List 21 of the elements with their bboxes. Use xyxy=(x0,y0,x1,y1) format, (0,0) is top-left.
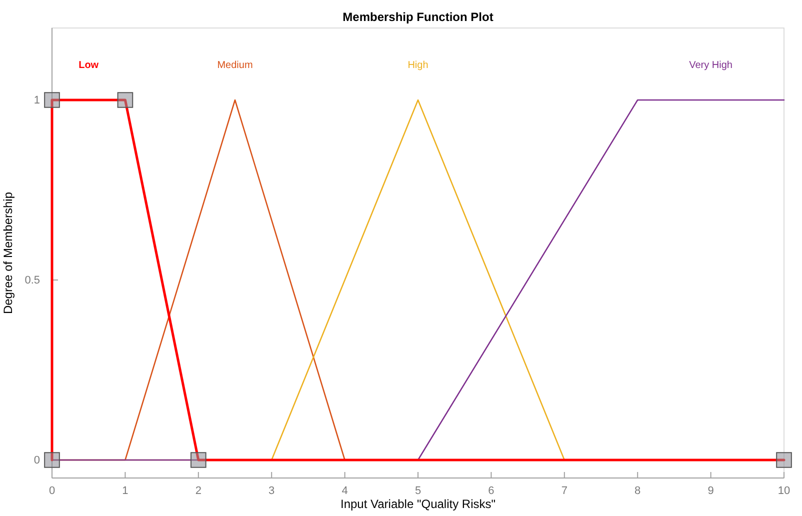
x-tick-label: 2 xyxy=(195,484,202,497)
text: Low xyxy=(78,60,99,71)
y-tick-label: 0 xyxy=(34,454,40,467)
y-tick-label: 0.5 xyxy=(24,274,40,287)
x-tick-label: 7 xyxy=(561,484,568,497)
x-tick-label: 3 xyxy=(268,484,275,497)
x-tick-label: 5 xyxy=(414,484,422,497)
text: High xyxy=(408,60,428,71)
text: Very High xyxy=(689,60,732,71)
text: Medium xyxy=(217,60,253,71)
x-tick-label: 10 xyxy=(778,484,790,497)
y-tick-label: 1 xyxy=(34,94,40,107)
x-tick-label: 9 xyxy=(708,484,714,497)
x-tick-label: 6 xyxy=(488,484,494,497)
x-tick-label: 4 xyxy=(342,484,348,497)
x-axis-title: Input Variable "Quality Risks" xyxy=(340,497,496,511)
y-axis-title: Degree of Membership xyxy=(1,192,15,314)
x-tick-label: 8 xyxy=(634,484,641,497)
x-tick-label: 1 xyxy=(122,484,128,497)
chart-title: Membership Function Plot xyxy=(342,10,494,24)
x-tick-label: 0 xyxy=(48,484,56,497)
